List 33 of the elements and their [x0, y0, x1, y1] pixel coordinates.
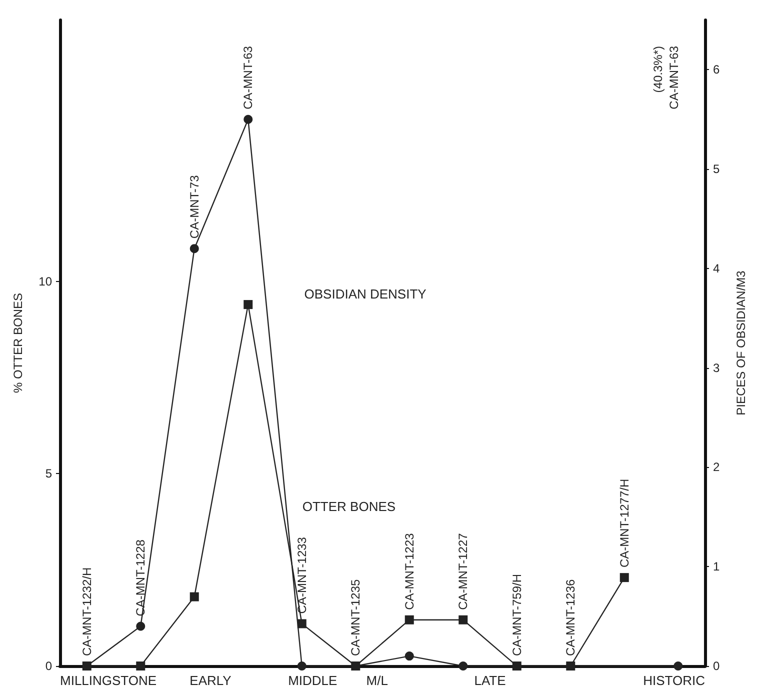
- y2-tick-label: 6: [713, 62, 720, 77]
- text: MILLINGSTONE: [60, 673, 157, 688]
- annotation: CA-MNT-73: [187, 174, 202, 239]
- y-tick-label: 0: [45, 659, 52, 673]
- annotation: CA-MNT-1236: [564, 578, 578, 656]
- y2-axis-title: PIECES OF OBSIDIAN/M3: [734, 270, 748, 416]
- text: LATE: [474, 673, 506, 688]
- y-tick-label: 5: [45, 466, 52, 481]
- annotation: CA-MNT-1277/H: [617, 478, 632, 568]
- y2-tick-label: 5: [713, 162, 720, 176]
- y2-tick-label: 2: [713, 460, 720, 474]
- y2-tick-label: 1: [713, 560, 720, 574]
- y-tick-label: 10: [38, 274, 52, 288]
- y-axis-title: % OTTER BONES: [11, 292, 25, 394]
- y2-tick-label: 4: [713, 261, 720, 276]
- text: EARLY: [190, 673, 232, 688]
- annotation: CA-MNT-1235: [348, 578, 363, 656]
- text: M/L: [366, 673, 388, 688]
- annotation: CA-MNT-63: [241, 46, 256, 110]
- text: MIDDLE: [288, 673, 338, 688]
- annotation: CA-MNT-1227: [456, 532, 470, 610]
- annotation: CA-MNT-759/H: [510, 574, 524, 656]
- annotation: CA-MNT-1233: [294, 536, 309, 614]
- annotation: CA-MNT-63: [667, 46, 682, 110]
- series-label: OTTER BONES: [302, 499, 396, 514]
- annotation: CA-MNT-1232/H: [80, 567, 94, 656]
- annotation: CA-MNT-1223: [402, 532, 416, 610]
- text: HISTORIC: [643, 673, 705, 688]
- text: OBSIDIAN DENSITY: [304, 286, 427, 302]
- y2-tick-label: 3: [713, 360, 720, 375]
- y2-tick-label: 0: [713, 659, 720, 673]
- annotation: (40.3%*): [651, 46, 666, 93]
- annotation: CA-MNT-1228: [134, 539, 148, 616]
